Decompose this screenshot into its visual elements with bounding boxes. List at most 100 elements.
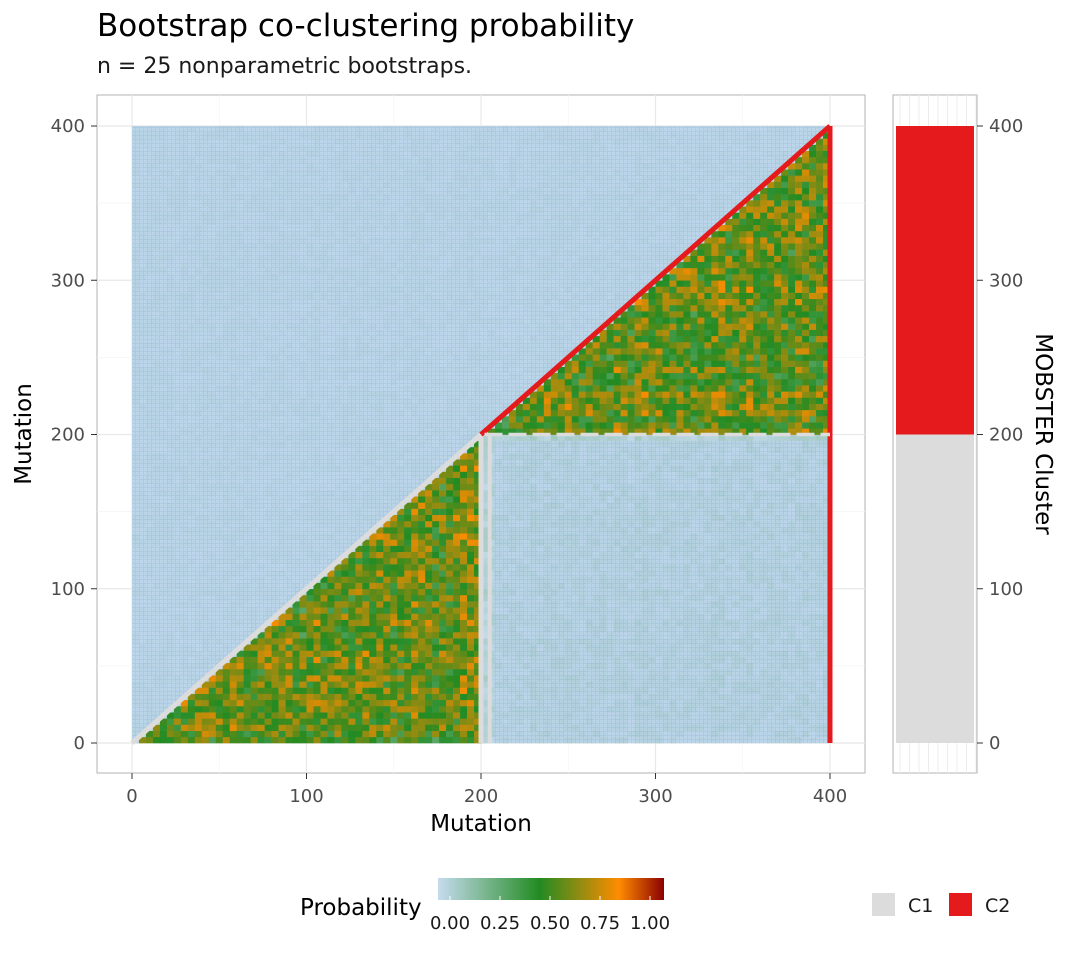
heatmap-cell (404, 638, 412, 645)
heatmap-cell (411, 576, 419, 583)
heatmap-cell (327, 687, 335, 694)
heatmap-cell (376, 699, 384, 707)
heatmap-cell (439, 613, 447, 620)
heatmap-cell (432, 619, 440, 627)
heatmap-cell (334, 576, 342, 583)
heatmap-cell (397, 527, 405, 534)
heatmap-cell (327, 650, 335, 657)
heatmap-cell (397, 693, 405, 701)
heatmap-cell (355, 650, 363, 657)
heatmap-cell (369, 619, 377, 627)
heatmap-cell (439, 730, 447, 738)
heatmap-cell (404, 662, 412, 670)
heatmap-cell (460, 712, 468, 719)
heatmap-cell (474, 607, 482, 614)
heatmap-cell (397, 514, 405, 522)
heatmap-cell (453, 675, 461, 682)
heatmap-cell (243, 712, 251, 719)
heatmap-cell (474, 502, 482, 509)
heatmap-cell (418, 564, 426, 571)
heatmap-cell (467, 675, 475, 682)
heatmap-cell (236, 712, 244, 719)
heatmap-cell (369, 699, 377, 707)
heatmap-cell (432, 625, 440, 633)
heatmap-cell (446, 557, 454, 565)
chart-title: Bootstrap co-clustering probability (97, 8, 635, 44)
heatmap-cell (320, 594, 328, 602)
heatmap-cell (383, 527, 391, 534)
heatmap-cell (453, 712, 461, 719)
heatmap-cell (411, 730, 419, 738)
heatmap-cell (446, 483, 454, 491)
heatmap-cell (404, 613, 412, 620)
heatmap-cell (383, 631, 391, 639)
heatmap-cell (404, 705, 412, 713)
heatmap-cell (446, 564, 454, 571)
heatmap-cell (460, 496, 468, 503)
heatmap-cell (355, 564, 363, 571)
heatmap-cell (341, 631, 349, 639)
heatmap-cell (474, 564, 482, 571)
heatmap-cell (285, 650, 293, 657)
heatmap-cell (446, 730, 454, 738)
heatmap-cell (187, 699, 196, 707)
heatmap-cell (173, 718, 182, 725)
heatmap-cell (320, 576, 328, 583)
heatmap-cell (362, 693, 370, 701)
heatmap-cell (313, 712, 321, 719)
heatmap-cell (320, 699, 328, 707)
heatmap-cell (208, 693, 217, 701)
heatmap-cell (467, 551, 475, 559)
heatmap-cell (250, 675, 258, 682)
heatmap-cell (439, 502, 447, 509)
heatmap-cell (383, 613, 391, 620)
heatmap-cell (292, 730, 300, 738)
heatmap-cell (376, 662, 384, 670)
heatmap-cell (439, 539, 447, 546)
heatmap-cell (460, 736, 468, 744)
heatmap-cell (285, 644, 293, 651)
heatmap-cell (341, 712, 349, 719)
heatmap-cell (425, 730, 433, 738)
heatmap-cell (404, 730, 412, 738)
heatmap-cell (460, 557, 468, 565)
heatmap-cell (425, 496, 433, 503)
heatmap-cell (362, 588, 370, 596)
heatmap-cell (418, 730, 426, 738)
heatmap-cell (390, 699, 398, 707)
heatmap-cell (278, 619, 286, 627)
heatmap-cell (313, 631, 321, 639)
heatmap-cell (453, 687, 461, 694)
chart-subtitle: n = 25 nonparametric bootstraps. (97, 54, 473, 79)
heatmap-cell (320, 613, 328, 620)
heatmap-cell (418, 514, 426, 522)
heatmap-cell (425, 588, 433, 596)
heatmap-cell (425, 570, 433, 577)
heatmap-cell (355, 687, 363, 694)
heatmap-cell (327, 675, 335, 682)
heatmap-cell (467, 724, 475, 731)
heatmap-cell (320, 724, 328, 731)
heatmap-cell (411, 588, 419, 596)
heatmap-cell (439, 668, 447, 676)
heatmap-cell (425, 675, 433, 682)
heatmap-cell (460, 638, 468, 645)
heatmap-cell (397, 724, 405, 731)
heatmap-cell (229, 705, 237, 713)
heatmap-cell (397, 539, 405, 546)
heatmap-cell (439, 662, 447, 670)
heatmap-cell (229, 724, 237, 731)
heatmap-cell (439, 477, 447, 485)
heatmap-cell (411, 533, 419, 540)
heatmap-cell (460, 668, 468, 676)
heatmap-cell (474, 551, 482, 559)
heatmap-cell (362, 662, 370, 670)
heatmap-cell (453, 588, 461, 596)
heatmap-cell (467, 730, 475, 738)
heatmap-cell (474, 446, 482, 454)
heatmap-cell (278, 656, 286, 664)
heatmap-cell (432, 675, 440, 682)
heatmap-cell (460, 520, 468, 528)
heatmap-cell (348, 570, 356, 577)
heatmap-cell (299, 613, 307, 620)
